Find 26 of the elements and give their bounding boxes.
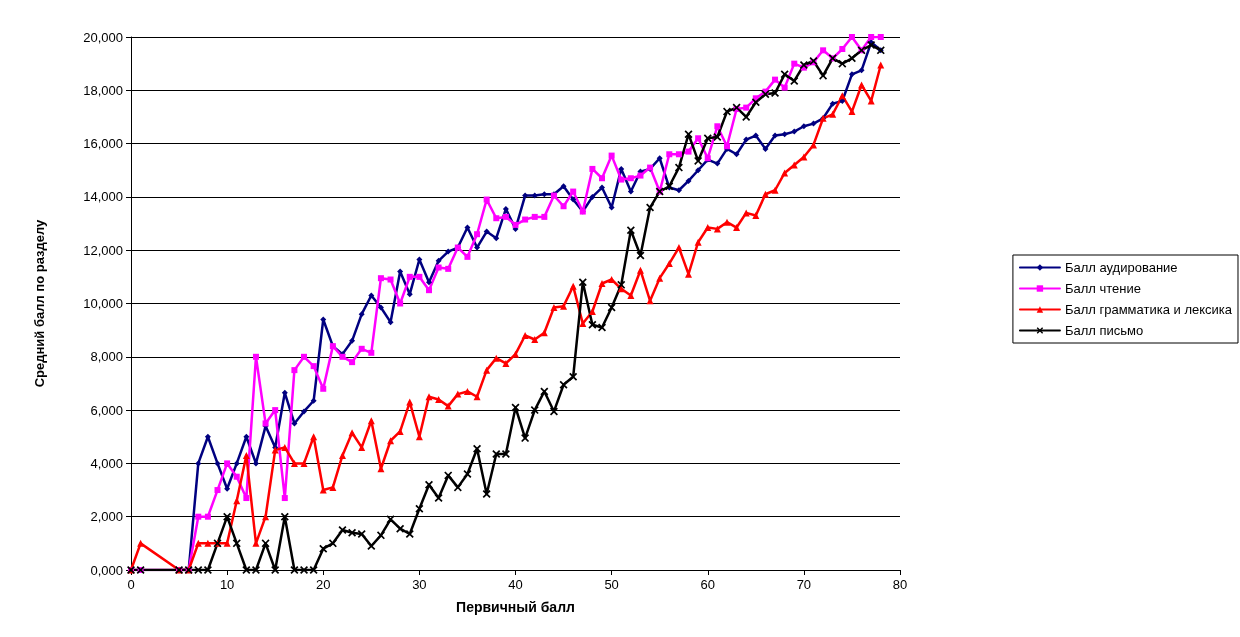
x-tick-label: 70 <box>796 577 812 592</box>
x-tick-label: 30 <box>412 577 427 592</box>
x-tick-label: 20 <box>316 577 331 592</box>
y-tick-label: 6,000 <box>90 402 123 418</box>
x-tick-label: 40 <box>508 577 523 592</box>
legend-label: Балл письмо <box>1064 323 1144 338</box>
x-tick-label: 60 <box>700 577 715 592</box>
y-tick-label: 2,000 <box>90 509 123 525</box>
y-tick-label: 20,000 <box>83 29 123 45</box>
legend-label: Балл грамматика и лексика <box>1064 302 1233 317</box>
x-axis-title: Первичный балл <box>456 599 575 615</box>
x-tick-label: 50 <box>604 577 619 592</box>
y-tick-label: 4,000 <box>90 455 123 471</box>
x-tick-label: 0 <box>127 577 135 592</box>
y-tick-label: 18,000 <box>83 82 123 98</box>
y-tick-label: 0,000 <box>90 562 123 578</box>
y-tick-label: 8,000 <box>90 349 123 365</box>
legend-label: Балл чтение <box>1064 281 1141 296</box>
legend-label: Балл аудирование <box>1064 260 1178 275</box>
y-tick-label: 10,000 <box>83 296 123 311</box>
y-tick-label: 14,000 <box>83 189 123 205</box>
x-tick-label: 80 <box>892 577 908 592</box>
y-tick-label: 12,000 <box>83 242 123 258</box>
x-tick-label: 10 <box>219 577 235 592</box>
y-axis-title: Средний балл по разделу <box>32 218 47 388</box>
y-tick-label: 16,000 <box>83 136 123 152</box>
